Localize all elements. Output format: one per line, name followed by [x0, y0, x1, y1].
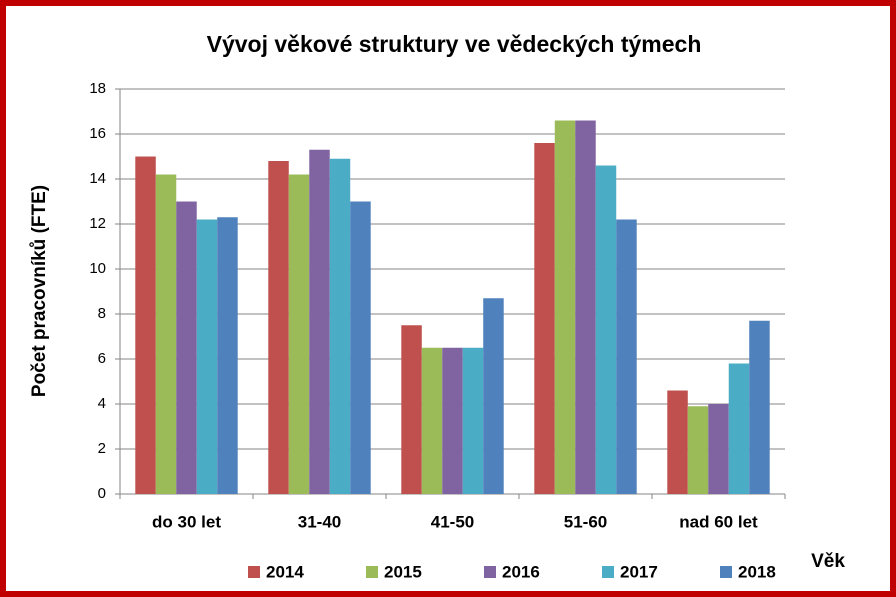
legend-label: 2014	[266, 562, 304, 581]
legend-label: 2016	[502, 562, 540, 581]
y-tick-label: 14	[89, 170, 106, 187]
bar	[288, 174, 310, 494]
y-tick-label: 16	[89, 125, 106, 142]
bar	[329, 158, 351, 494]
legend-label: 2017	[620, 562, 658, 581]
bar	[534, 143, 555, 494]
bar	[749, 320, 770, 494]
bar	[616, 219, 637, 494]
bar	[176, 201, 197, 494]
bar	[401, 325, 422, 494]
y-tick-label: 8	[98, 305, 106, 322]
y-tick-label: 12	[89, 215, 106, 232]
legend-swatch	[248, 566, 260, 578]
x-tick-label: 51-60	[564, 512, 607, 531]
bar	[687, 406, 709, 494]
bar	[350, 201, 371, 494]
bar	[196, 219, 218, 494]
bar	[135, 156, 156, 494]
chart-title: Vývoj věkové struktury ve vědeckých týme…	[207, 31, 702, 57]
legend-swatch	[602, 566, 614, 578]
y-tick-label: 0	[98, 485, 106, 502]
bar	[575, 120, 596, 494]
x-tick-label: do 30 let	[152, 512, 221, 531]
bar	[708, 404, 729, 494]
y-axis-title: Počet pracovníků (FTE)	[29, 185, 50, 397]
legend-swatch	[720, 566, 732, 578]
x-axis-title: Věk	[811, 551, 845, 572]
y-tick-label: 4	[98, 395, 106, 412]
y-tick-label: 2	[98, 440, 106, 457]
bar	[309, 149, 330, 494]
bar	[554, 120, 576, 494]
bar	[728, 363, 750, 494]
bar	[595, 165, 617, 494]
y-tick-label: 18	[89, 80, 106, 97]
x-tick-label: 31-40	[298, 512, 341, 531]
bar	[442, 347, 463, 494]
legend-swatch	[484, 566, 496, 578]
legend-label: 2015	[384, 562, 422, 581]
y-tick-label: 6	[98, 350, 106, 367]
x-tick-label: nad 60 let	[679, 512, 758, 531]
x-tick-label: 41-50	[431, 512, 474, 531]
legend-label: 2018	[738, 562, 776, 581]
bar	[217, 217, 238, 494]
bar	[483, 298, 504, 494]
bar	[268, 161, 289, 494]
bar	[155, 174, 177, 494]
bar	[667, 390, 688, 494]
bar	[462, 347, 484, 494]
bar	[421, 347, 443, 494]
y-tick-label: 10	[89, 260, 106, 277]
legend-swatch	[366, 566, 378, 578]
